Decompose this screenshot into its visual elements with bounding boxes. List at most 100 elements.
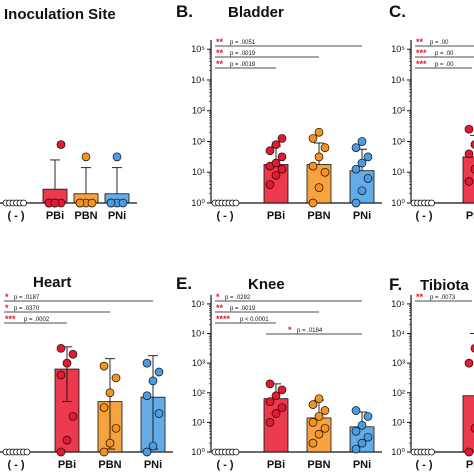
category-label: ( - ) <box>216 210 233 222</box>
data-point <box>464 149 474 159</box>
data-point <box>148 376 158 386</box>
data-point <box>68 349 78 359</box>
data-point <box>277 134 287 143</box>
data-point <box>357 186 367 196</box>
data-point <box>314 183 324 192</box>
data-point <box>314 394 324 404</box>
category-label: ( - ) <box>7 210 24 222</box>
data-point <box>351 143 361 152</box>
data-point <box>308 198 318 208</box>
data-point <box>81 152 91 162</box>
category-label: ( - ) <box>216 459 233 471</box>
data-point <box>111 423 121 433</box>
data-point <box>351 164 361 174</box>
category-label: PBN <box>74 210 97 222</box>
y-tick-label: 10⁴ <box>391 75 405 85</box>
category-label: PNi <box>353 210 371 222</box>
significance-stars: * <box>5 292 9 302</box>
data-point <box>363 412 373 421</box>
p-value-label: p = .0187 <box>14 295 40 301</box>
data-point <box>320 423 330 433</box>
y-tick-label: 10² <box>192 388 205 398</box>
data-point <box>62 358 72 368</box>
category-label: PNi <box>353 459 371 471</box>
data-point <box>271 170 281 180</box>
data-point <box>363 152 373 162</box>
data-point <box>105 388 115 398</box>
panel-letter: E. <box>176 274 192 293</box>
y-tick-label: 10⁵ <box>391 299 405 309</box>
y-tick-label: 10³ <box>192 106 205 116</box>
data-point <box>265 418 275 427</box>
data-point <box>277 385 287 395</box>
data-point <box>118 198 128 208</box>
y-tick-label: 10⁰ <box>391 447 405 457</box>
panel-letter: F. <box>389 275 402 294</box>
category-label: PBi <box>58 459 76 471</box>
data-point <box>271 140 281 149</box>
significance-stars: ** <box>216 37 224 47</box>
significance-stars: ** <box>216 303 224 313</box>
category-label: ( - ) <box>415 210 432 222</box>
data-point <box>351 444 361 454</box>
data-point <box>320 406 330 415</box>
data-point <box>363 432 373 442</box>
data-point <box>277 152 287 162</box>
significance-stars: ** <box>216 59 224 69</box>
chart-panel-4: E. Knee 10⁰ 10¹ 10² 10³ 10⁴ 10⁵ ( - ) PBi PBN PNi * p… <box>176 274 382 471</box>
p-value-label: p = .0292 <box>225 295 251 301</box>
p-value-label: p = .0019 <box>230 51 256 57</box>
panel-title: Knee <box>248 276 285 293</box>
data-point <box>112 152 122 162</box>
data-point <box>351 406 361 415</box>
p-value-label: p = .0184 <box>297 328 323 334</box>
data-point <box>142 391 152 401</box>
p-value-label: p < 0.0001 <box>240 317 269 323</box>
panel-title: Tibiota <box>420 277 470 294</box>
data-point <box>320 167 330 177</box>
significance-stars: ** <box>216 48 224 58</box>
category-label: PBi <box>46 210 64 222</box>
y-tick-label: 10⁴ <box>191 75 205 85</box>
panel-title: Heart <box>33 274 71 291</box>
data-point <box>154 367 164 377</box>
y-tick-label: 10¹ <box>392 167 405 177</box>
category-label: ( - ) <box>7 459 24 471</box>
data-point <box>320 143 330 152</box>
significance-stars: ** <box>416 37 424 47</box>
data-point <box>148 441 158 451</box>
data-point <box>56 343 66 353</box>
category-label: PBN <box>307 459 330 471</box>
data-point <box>265 180 275 189</box>
y-tick-label: 10¹ <box>192 167 205 177</box>
data-point <box>464 358 474 368</box>
y-tick-label: 10⁰ <box>191 447 205 457</box>
data-point <box>271 158 281 168</box>
data-point <box>232 448 240 456</box>
p-value-label: p = .00 <box>430 40 449 46</box>
category-label: PBN <box>307 210 330 222</box>
panel-letter: C. <box>389 2 406 21</box>
y-tick-label: 10¹ <box>392 417 405 427</box>
panel-letter: B. <box>176 2 193 21</box>
chart-panel-0: Inoculation Site ( - ) PBi PBN PNi <box>0 6 137 222</box>
data-point <box>357 438 367 448</box>
data-point <box>470 140 474 149</box>
y-tick-label: 10⁰ <box>191 198 205 208</box>
y-tick-label: 10⁵ <box>191 299 205 309</box>
y-tick-label: 10⁵ <box>391 44 405 54</box>
y-tick-label: 10² <box>392 388 405 398</box>
data-point <box>464 447 474 457</box>
category-label: PBN <box>98 459 121 471</box>
data-point <box>106 198 116 208</box>
y-tick-label: 10³ <box>392 358 405 368</box>
p-value-label: p = .0073 <box>430 295 456 301</box>
data-point <box>111 373 121 383</box>
data-point <box>363 174 373 183</box>
category-label: PBi <box>466 210 474 222</box>
category-label: PBi <box>267 210 285 222</box>
data-point <box>428 448 435 456</box>
chart-panel-1: B. Bladder 10⁰ 10¹ 10² 10³ 10⁴ 10⁵ ( - ) PBi PBN PN… <box>176 2 382 222</box>
y-tick-label: 10³ <box>392 106 405 116</box>
